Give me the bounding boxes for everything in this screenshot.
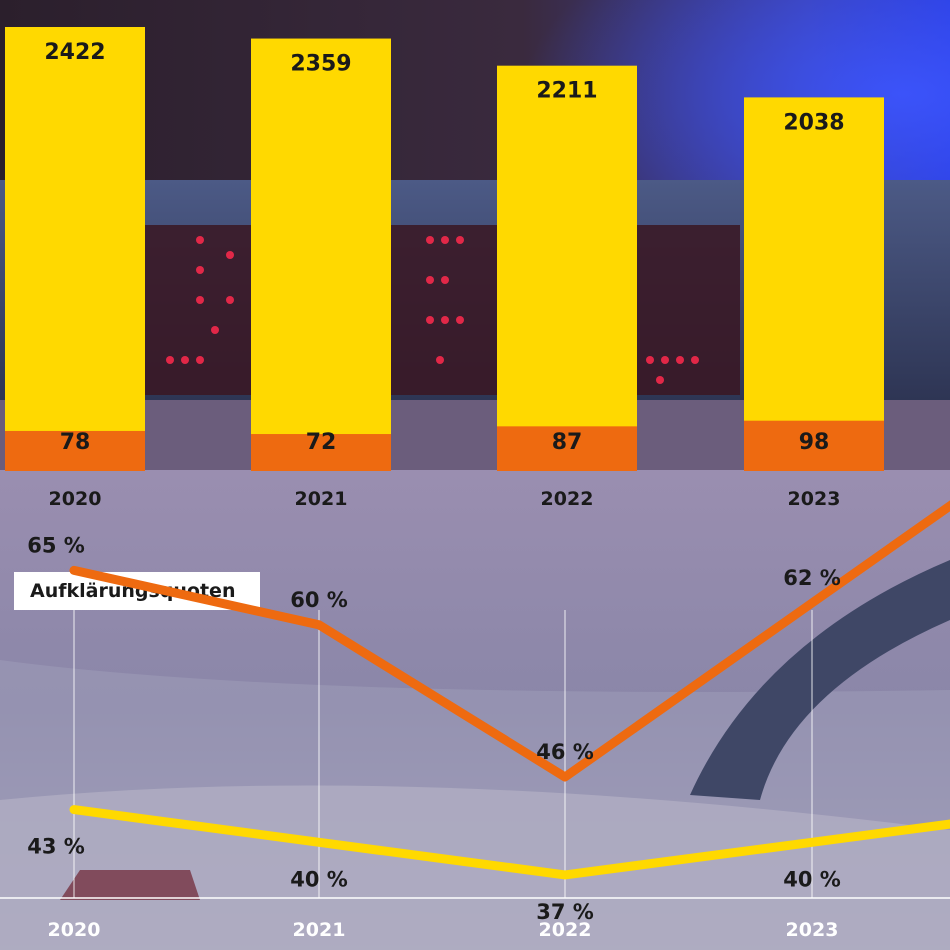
bar-segment-2021 bbox=[251, 434, 391, 471]
bar-2023 bbox=[744, 97, 884, 471]
line-point-label-0-2023: 62 % bbox=[783, 566, 841, 590]
bar-2021 bbox=[251, 38, 391, 471]
line-series-1 bbox=[69, 805, 950, 880]
bar-x-tick-2023: 2023 bbox=[788, 488, 841, 510]
bar-value-label-2022: 2211 bbox=[536, 79, 597, 104]
line-point-label-1-2022: 37 % bbox=[536, 900, 594, 924]
bar-value-label-2021: 2359 bbox=[290, 52, 351, 77]
line-point-label-0-2020: 65 % bbox=[27, 533, 85, 557]
bar-segment-2020 bbox=[5, 430, 145, 471]
line-chart: 65 % 60 % 46 % 62 % 43 % 40 % 37 % 40 % bbox=[27, 500, 950, 924]
line-point-label-1-2021: 40 % bbox=[290, 867, 348, 891]
line-point-label-1-2023: 40 % bbox=[783, 867, 841, 891]
bar-chart: 2422 78 2359 72 2211 87 2038 98 bbox=[5, 27, 884, 472]
bar-segment-label-2023: 98 bbox=[799, 430, 830, 455]
line-x-tick-2021: 2021 bbox=[293, 919, 346, 941]
bar-value-label-2023: 2038 bbox=[783, 110, 844, 135]
bar-x-tick-2020: 2020 bbox=[49, 488, 102, 510]
line-chart-x-axis: 2020 2021 2022 2023 bbox=[0, 897, 950, 941]
bar-group-2022: 2211 87 bbox=[497, 65, 637, 472]
line-point-label-0-2022: 46 % bbox=[536, 740, 594, 764]
bar-segment-label-2021: 72 bbox=[306, 430, 337, 455]
bar-x-tick-2021: 2021 bbox=[295, 488, 348, 510]
bar-group-2023: 2038 98 bbox=[744, 97, 884, 471]
bar-segment-2022 bbox=[497, 426, 637, 471]
line-point-label-1-2020: 43 % bbox=[27, 835, 85, 859]
bar-segment-2023 bbox=[744, 420, 884, 471]
line-x-tick-2020: 2020 bbox=[48, 919, 101, 941]
bar-value-label-2020: 2422 bbox=[44, 40, 105, 65]
line-point-label-0-2021: 60 % bbox=[290, 588, 348, 612]
line-chart-gridlines bbox=[73, 610, 813, 898]
bar-group-2020: 2422 78 bbox=[5, 27, 145, 471]
line-x-tick-2022: 2022 bbox=[539, 919, 592, 941]
bar-2022 bbox=[497, 65, 637, 472]
bar-2020 bbox=[5, 27, 145, 471]
bar-segment-label-2020: 78 bbox=[60, 430, 91, 455]
line-x-tick-2023: 2023 bbox=[786, 919, 839, 941]
bar-x-tick-2022: 2022 bbox=[541, 488, 594, 510]
line-series-0 bbox=[69, 500, 950, 782]
bar-segment-label-2022: 87 bbox=[552, 430, 583, 455]
bar-chart-x-axis: 2020 2021 2022 2023 bbox=[49, 488, 841, 510]
bar-group-2021: 2359 72 bbox=[251, 38, 391, 471]
